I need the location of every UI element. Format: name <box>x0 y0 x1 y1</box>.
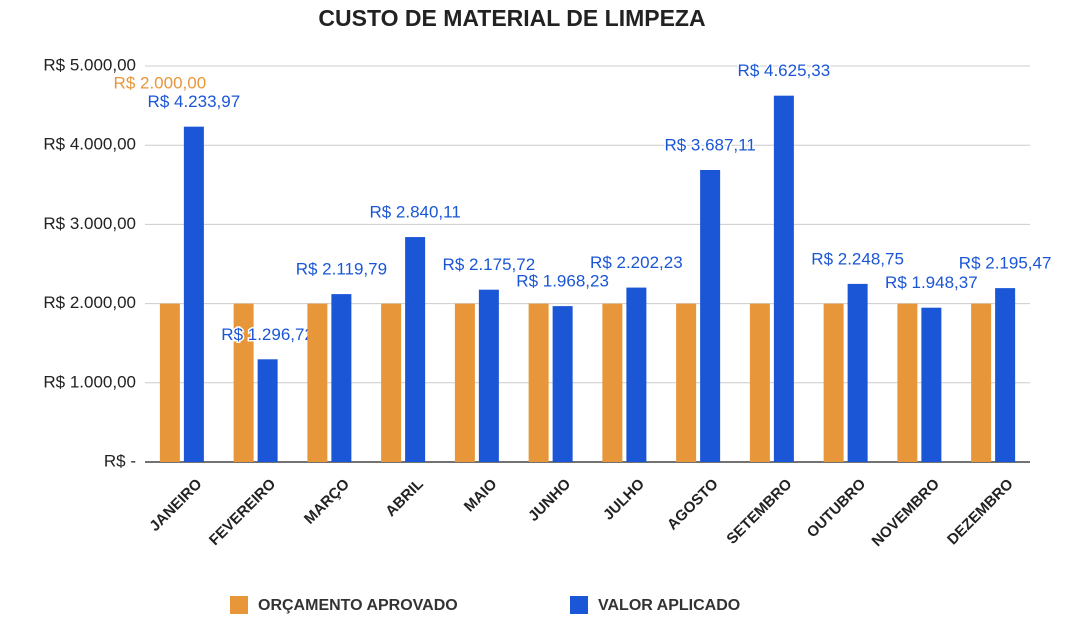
y-tick-label: R$ 4.000,00 <box>43 135 136 154</box>
value-label: R$ 4.625,33 <box>738 61 831 80</box>
bar <box>381 303 402 462</box>
bar <box>307 303 328 462</box>
x-tick-label: FEVEREIRO <box>206 475 280 549</box>
bar <box>847 283 868 462</box>
y-tick-label: R$ 3.000,00 <box>43 214 136 233</box>
bar <box>626 287 647 462</box>
bar <box>676 303 697 462</box>
bar <box>995 288 1016 462</box>
bar <box>257 359 278 462</box>
bar <box>159 303 180 462</box>
value-label: R$ 1.296,72 <box>221 325 314 344</box>
value-label: R$ 2.840,11 <box>369 203 460 222</box>
bar <box>528 303 549 462</box>
bar <box>897 303 918 462</box>
value-label: R$ 1.968,23 <box>516 272 609 291</box>
value-label: R$ 4.233,97 <box>148 92 241 111</box>
bar <box>823 303 844 462</box>
value-label: R$ 2.202,23 <box>590 253 683 272</box>
value-label: R$ 2.248,75 <box>811 249 904 268</box>
x-tick-label: MAIO <box>461 475 501 515</box>
value-label: R$ 3.687,11 <box>664 135 755 154</box>
legend-label: ORÇAMENTO APROVADO <box>258 597 458 614</box>
x-tick-label: NOVEMBRO <box>869 475 944 550</box>
x-tick-label: SETEMBRO <box>723 475 795 547</box>
x-tick-label: JANEIRO <box>146 475 205 534</box>
bar <box>454 303 475 462</box>
bar <box>233 303 254 462</box>
bar <box>921 307 942 462</box>
bar <box>183 126 204 462</box>
legend-label: VALOR APLICADO <box>598 597 740 614</box>
bar <box>331 294 352 462</box>
y-tick-label: R$ 5.000,00 <box>43 55 136 74</box>
bar <box>971 303 992 462</box>
x-tick-label: JUNHO <box>525 475 574 524</box>
value-label: R$ 2.119,79 <box>296 260 387 279</box>
chart-title: CUSTO DE MATERIAL DE LIMPEZA <box>318 5 705 31</box>
x-tick-label: OUTUBRO <box>804 475 870 541</box>
y-tick-label: R$ - <box>104 451 136 470</box>
value-label: R$ 1.948,37 <box>885 273 978 292</box>
x-tick-label: ABRIL <box>382 476 426 520</box>
bar <box>773 95 794 463</box>
y-tick-label: R$ 1.000,00 <box>43 372 136 391</box>
bar <box>405 237 426 462</box>
legend-swatch <box>570 596 588 614</box>
bar <box>552 306 573 462</box>
bar <box>478 289 499 462</box>
value-label: R$ 2.175,72 <box>443 255 536 274</box>
x-tick-label: AGOSTO <box>664 475 722 533</box>
y-tick-label: R$ 2.000,00 <box>43 293 136 312</box>
value-label: R$ 2.195,47 <box>959 254 1052 273</box>
bar <box>700 169 721 462</box>
bar <box>602 303 623 462</box>
x-tick-label: DEZEMBRO <box>944 475 1017 548</box>
legend-swatch <box>230 596 248 614</box>
value-label: R$ 2.000,00 <box>114 73 207 92</box>
x-tick-label: JULHO <box>600 475 648 523</box>
x-tick-label: MARÇO <box>301 475 353 527</box>
bar <box>749 303 770 462</box>
